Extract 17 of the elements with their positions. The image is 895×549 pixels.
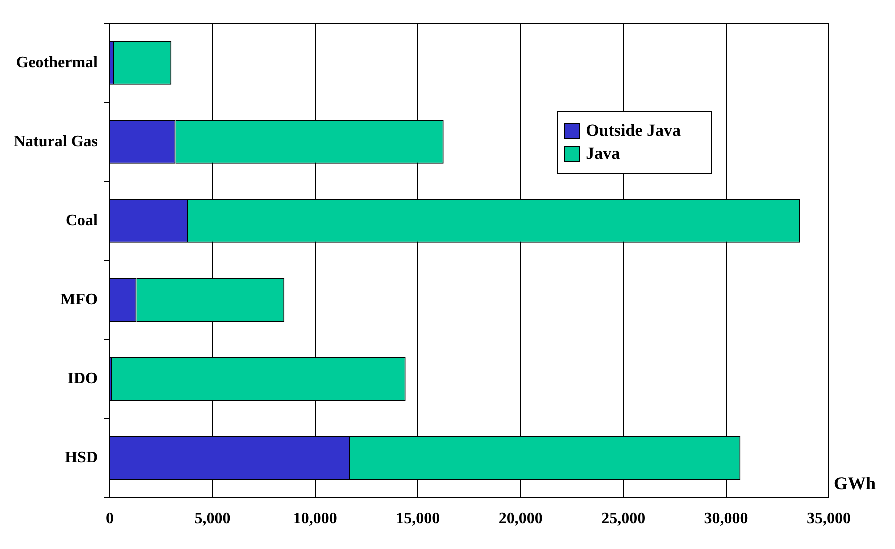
x-tick-label: 0 [106, 510, 114, 528]
x-tick-label: 5,000 [194, 510, 231, 528]
x-axis-title: GWh [834, 473, 876, 494]
x-tick-label: 10,000 [293, 510, 338, 528]
legend-label: Java [586, 144, 620, 164]
y-tick-label: HSD [65, 449, 98, 466]
x-tick-label: 20,000 [498, 510, 543, 528]
legend-label: Outside Java [586, 121, 681, 141]
x-tick-label: 30,000 [704, 510, 748, 528]
y-tick-label: Coal [66, 212, 99, 230]
x-tick-label: 25,000 [602, 510, 646, 528]
y-tick-label: Geothermal [16, 54, 99, 72]
y-tick-label: IDO [68, 370, 98, 388]
x-tick-label: 15,000 [396, 510, 440, 528]
y-tick-label: MFO [60, 291, 98, 308]
x-tick-label: 35,000 [807, 510, 851, 528]
y-tick-label: Natural Gas [14, 133, 98, 150]
